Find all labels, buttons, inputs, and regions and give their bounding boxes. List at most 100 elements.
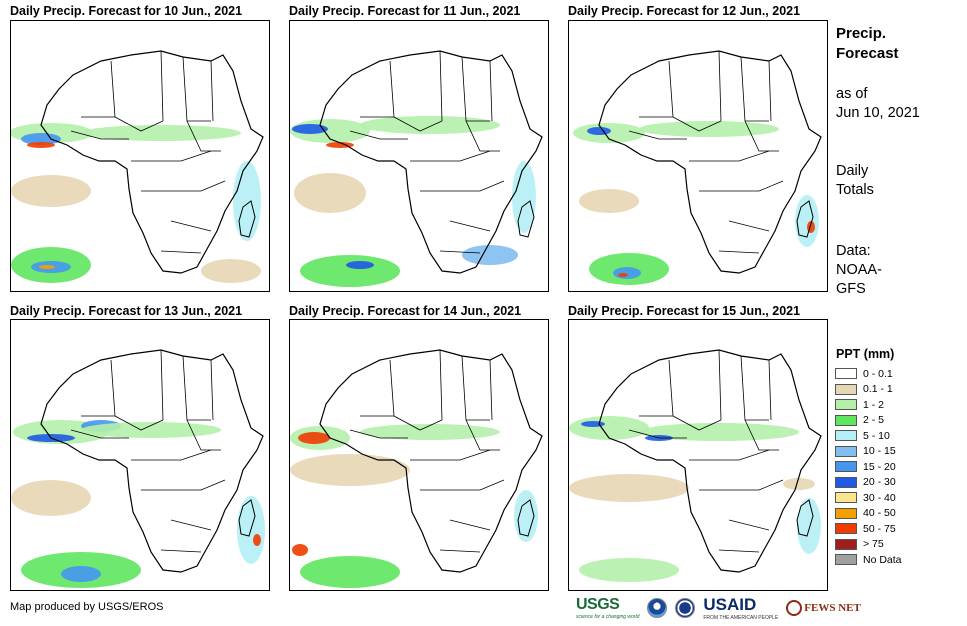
- country-border: [699, 480, 783, 490]
- legend-label: 2 - 5: [863, 414, 884, 426]
- precip-area: [253, 534, 261, 546]
- country-border: [171, 221, 211, 231]
- legend-label: 30 - 40: [863, 492, 896, 504]
- legend-label: No Data: [863, 554, 902, 566]
- legend-label: 5 - 10: [863, 430, 890, 442]
- country-border: [729, 221, 769, 231]
- fews-net-logo: FEWS NET: [786, 600, 861, 616]
- country-border: [729, 520, 769, 530]
- precip-area: [11, 480, 91, 516]
- sidebar-data-source: Data: NOAA- GFS: [836, 242, 882, 299]
- country-border: [161, 350, 163, 420]
- forecast-map-5: [289, 319, 549, 591]
- country-border: [719, 350, 721, 420]
- usaid-logo-text: USAID: [703, 595, 778, 615]
- forecast-map-1: [10, 20, 270, 292]
- precip-area: [618, 273, 628, 277]
- legend-row: 30 - 40: [835, 490, 902, 506]
- africa-coastline: [320, 51, 542, 273]
- country-border: [131, 151, 211, 161]
- country-border: [689, 151, 769, 161]
- country-border: [741, 356, 769, 420]
- map-credit: Map produced by USGS/EROS: [10, 601, 163, 613]
- precip-area: [300, 255, 400, 287]
- legend: 0 - 0.1 0.1 - 11 - 22 - 55 - 10 10 - 15 15 …: [835, 366, 902, 568]
- sidebar-title: Precip. Forecast: [836, 24, 899, 64]
- africa-map: [569, 320, 827, 590]
- country-border: [490, 61, 492, 121]
- country-border: [490, 360, 492, 420]
- country-border: [719, 550, 759, 552]
- country-border: [719, 51, 721, 121]
- africa-map: [569, 21, 827, 291]
- africa-map: [290, 320, 548, 590]
- country-border: [450, 520, 490, 530]
- totals-line2: Totals: [836, 181, 874, 200]
- precip-area: [27, 142, 55, 148]
- precip-area: [569, 416, 649, 440]
- country-border: [410, 151, 490, 161]
- country-border: [462, 57, 490, 121]
- precip-area: [292, 544, 308, 556]
- legend-row: 5 - 10: [835, 428, 902, 444]
- legend-swatch: [835, 523, 857, 534]
- legend-label: 50 - 75: [863, 523, 896, 535]
- legend-row: 0 - 0.1: [835, 366, 902, 382]
- legend-label: > 75: [863, 538, 884, 550]
- legend-swatch: [835, 477, 857, 488]
- africa-map: [11, 320, 269, 590]
- data-line3: GFS: [836, 280, 882, 299]
- fews-logo-text: FEWS NET: [804, 602, 861, 614]
- precip-area: [39, 265, 55, 269]
- data-line1: Data:: [836, 242, 882, 261]
- as-of-date: Jun 10, 2021: [836, 104, 920, 123]
- country-border: [211, 360, 213, 420]
- country-border: [81, 360, 115, 416]
- africa-coastline: [41, 51, 263, 273]
- legend-row: 40 - 50: [835, 506, 902, 522]
- legend-row: 50 - 75: [835, 521, 902, 537]
- legend-row: 20 - 30: [835, 475, 902, 491]
- noaa-logo-icon: [647, 598, 667, 618]
- usaid-logo: USAID FROM THE AMERICAN PEOPLE: [703, 595, 778, 621]
- country-border: [420, 480, 504, 490]
- precip-area: [587, 127, 611, 135]
- legend-row: 2 - 5: [835, 413, 902, 429]
- country-border: [81, 61, 115, 117]
- country-border: [639, 61, 673, 117]
- panel-title-3: Daily Precip. Forecast for 12 Jun., 2021: [568, 4, 800, 18]
- precip-area: [346, 261, 374, 269]
- panel-title-6: Daily Precip. Forecast for 15 Jun., 2021: [568, 304, 800, 318]
- country-border: [769, 360, 771, 420]
- legend-row: 15 - 20: [835, 459, 902, 475]
- africa-coastline: [41, 350, 263, 572]
- country-border: [360, 360, 394, 416]
- country-border: [141, 181, 225, 191]
- forecast-map-6: [568, 319, 828, 591]
- africa-map: [11, 21, 269, 291]
- legend-swatch: [835, 368, 857, 379]
- usgs-logo-text: USGS: [576, 596, 639, 614]
- legend-swatch: [835, 539, 857, 550]
- fews-globe-icon: [786, 600, 802, 616]
- country-border: [639, 360, 673, 416]
- precip-area: [233, 161, 261, 241]
- legend-swatch: [835, 492, 857, 503]
- precip-area: [298, 432, 330, 444]
- country-border: [420, 181, 504, 191]
- sidebar-title-line1: Precip.: [836, 24, 899, 44]
- forecast-map-3: [568, 20, 828, 292]
- legend-swatch: [835, 430, 857, 441]
- africa-coastline: [599, 350, 821, 572]
- country-border: [450, 221, 490, 231]
- legend-label: 10 - 15: [863, 445, 896, 457]
- usgs-tagline: science for a changing world: [576, 614, 639, 620]
- country-border: [440, 550, 480, 552]
- country-border: [440, 350, 442, 420]
- forecast-map-4: [10, 319, 270, 591]
- legend-row: > 75: [835, 537, 902, 553]
- country-border: [360, 61, 394, 117]
- legend-swatch: [835, 446, 857, 457]
- usaid-tagline: FROM THE AMERICAN PEOPLE: [703, 615, 778, 621]
- precip-area: [613, 267, 641, 279]
